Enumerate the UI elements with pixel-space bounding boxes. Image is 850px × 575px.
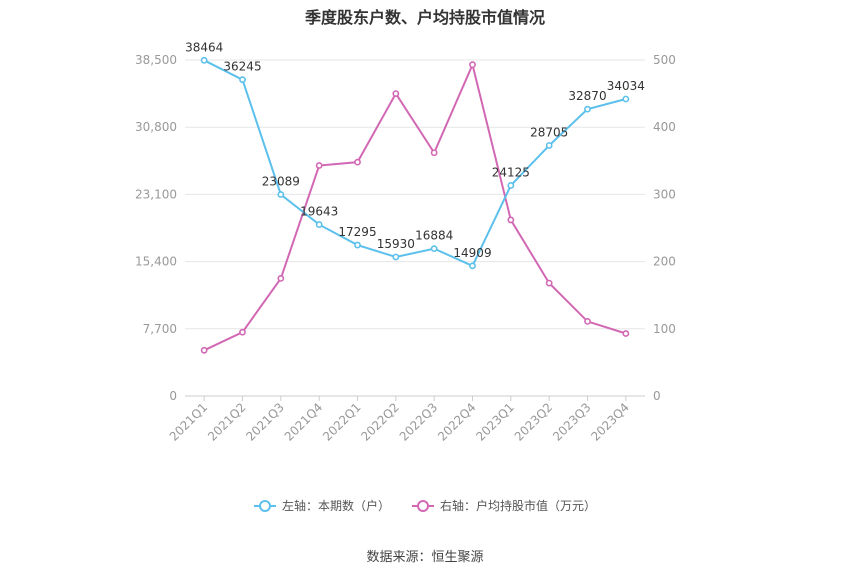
right-axis-tick-label: 200 xyxy=(653,255,676,269)
series-left-line xyxy=(203,59,627,268)
data-label: 36245 xyxy=(223,60,261,74)
right-axis-tick-label: 100 xyxy=(653,322,676,336)
legend-label-left: 左轴：本期数（户） xyxy=(281,499,390,513)
right-axis-tick-label: 500 xyxy=(653,53,676,67)
series-right xyxy=(200,61,630,354)
series-right-point xyxy=(277,274,285,282)
series-left-point xyxy=(277,191,285,198)
left-axis-tick-label: 15,400 xyxy=(135,255,177,269)
series-left-point xyxy=(315,221,323,228)
left-axis-tick-label: 0 xyxy=(169,389,177,403)
right-axis-tick-label: 400 xyxy=(653,120,676,134)
left-axis-tick-label: 7,700 xyxy=(143,322,177,336)
x-axis: 2021Q12021Q22021Q32021Q42022Q12022Q22022… xyxy=(167,395,645,444)
series-right-point xyxy=(622,330,630,337)
data-label: 15930 xyxy=(377,237,415,251)
data-label: 16884 xyxy=(415,229,453,243)
data-label: 23089 xyxy=(262,174,300,188)
series-right-line xyxy=(203,61,627,352)
series-right-point xyxy=(469,61,476,69)
series-left-point xyxy=(430,245,438,253)
x-axis-tick-label: 2023Q2 xyxy=(512,400,556,444)
data-label: 28705 xyxy=(530,125,568,139)
legend-item-left[interactable]: 左轴：本期数（户） xyxy=(253,497,390,514)
data-label: 24125 xyxy=(492,165,530,179)
series-left-point xyxy=(469,262,476,270)
left-axis-ticks: 0 7,700 15,400 23,100 30,800 38,500 xyxy=(135,53,177,403)
series-right-point xyxy=(315,162,323,169)
legend-marker-left xyxy=(253,499,276,512)
legend: 左轴：本期数（户） 右轴：户均持股市值（万元） xyxy=(0,497,850,514)
series-right-point xyxy=(200,346,208,354)
chart-title: 季度股东户数、户均持股市值情况 xyxy=(304,8,545,27)
series-right-point xyxy=(545,279,553,287)
legend-marker-right xyxy=(412,499,434,512)
x-axis-tick-label: 2022Q4 xyxy=(435,400,479,444)
data-label: 19643 xyxy=(300,205,338,219)
right-axis-tick-label: 300 xyxy=(653,187,676,201)
x-axis-tick-label: 2023Q3 xyxy=(550,400,594,444)
data-label: 32870 xyxy=(568,89,606,103)
left-axis-tick-label: 38,500 xyxy=(135,53,177,67)
x-axis-tick-label: 2021Q1 xyxy=(167,400,211,444)
series-left-point xyxy=(200,56,208,64)
series-left xyxy=(200,56,630,270)
series-right-point xyxy=(584,318,591,325)
x-axis-tick-label: 2021Q2 xyxy=(205,400,249,444)
data-label: 38464 xyxy=(185,40,223,54)
series-left-point xyxy=(239,76,246,84)
x-axis-tick-label: 2022Q2 xyxy=(358,400,402,444)
series-right-point xyxy=(507,216,515,224)
series-left-point xyxy=(545,142,553,149)
series-left-point xyxy=(622,95,630,103)
series-right-point xyxy=(239,328,246,336)
legend-label-right: 右轴：户均持股市值（万元） xyxy=(440,499,597,513)
series-left-point xyxy=(354,241,361,249)
data-label: 34034 xyxy=(607,79,645,93)
data-label: 14909 xyxy=(453,246,491,260)
right-axis-tick-label: 0 xyxy=(653,389,661,403)
series-left-point xyxy=(584,105,591,113)
legend-item-right[interactable]: 右轴：户均持股市值（万元） xyxy=(412,497,596,514)
series-left-point xyxy=(507,182,515,189)
series-right-point xyxy=(392,90,400,97)
data-label: 17295 xyxy=(338,225,376,239)
x-axis-tick-label: 2023Q1 xyxy=(473,400,517,444)
series-left-point xyxy=(392,253,400,261)
left-axis-tick-label: 30,800 xyxy=(135,120,177,134)
x-axis-tick-label: 2022Q3 xyxy=(397,400,441,444)
series-right-point xyxy=(354,158,361,166)
source-note: 数据来源：恒生聚源 xyxy=(366,550,484,565)
x-axis-tick-label: 2022Q1 xyxy=(320,400,364,444)
x-axis-tick-label: 2023Q4 xyxy=(588,400,632,444)
series-right-point xyxy=(430,149,438,157)
left-axis-tick-label: 23,100 xyxy=(135,187,177,201)
x-axis-tick-label: 2021Q3 xyxy=(243,400,287,444)
right-axis-ticks: 0 100 200 300 400 500 xyxy=(653,53,676,403)
x-axis-tick-label: 2021Q4 xyxy=(282,400,326,444)
